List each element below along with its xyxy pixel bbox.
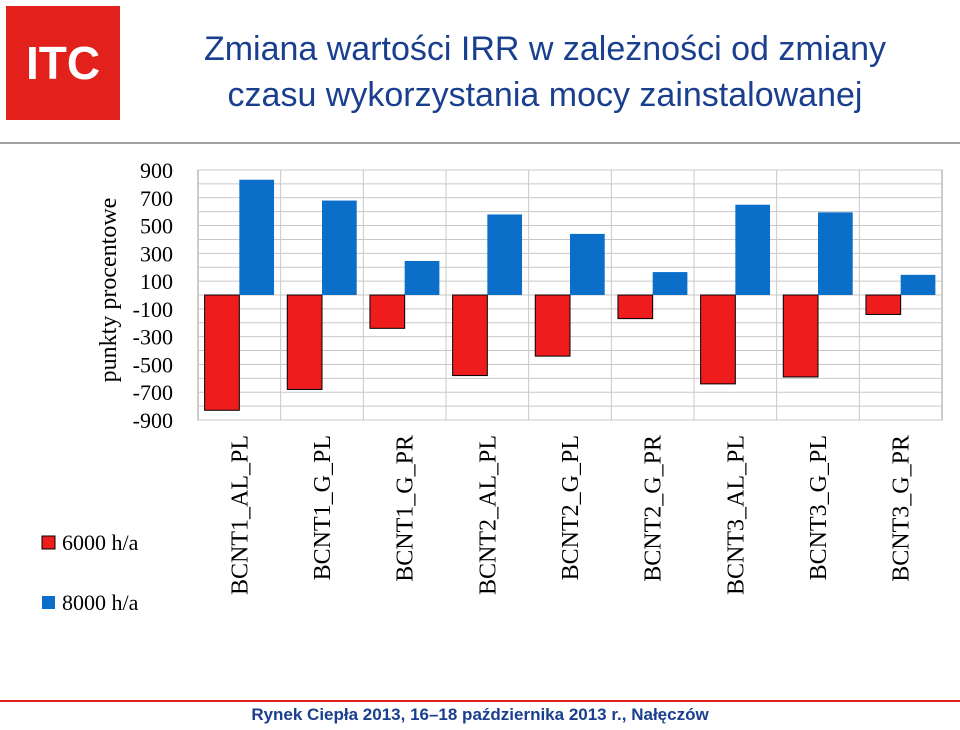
y-tick-label: 500 <box>140 214 173 239</box>
y-tick-label: 700 <box>140 186 173 211</box>
bar-series1 <box>369 294 406 329</box>
bar-series2 <box>570 233 605 295</box>
legend-swatch <box>41 535 56 550</box>
y-tick-label: 900 <box>140 158 173 183</box>
category-label: BCNT1_AL_PL <box>227 435 253 595</box>
y-tick-label: -700 <box>133 380 173 405</box>
legend-label: 6000 h/a <box>62 530 139 555</box>
legend-label: 8000 h/a <box>62 590 139 615</box>
y-tick-label: -100 <box>133 297 173 322</box>
category-label: BCNT3_G_PR <box>889 435 915 582</box>
y-tick-label: -300 <box>133 325 173 350</box>
header-divider <box>0 142 960 144</box>
category-label: BCNT1_G_PL <box>310 435 336 580</box>
category-label: BCNT2_AL_PL <box>475 435 501 595</box>
bar-series1 <box>286 294 323 390</box>
bar-series2 <box>652 272 688 295</box>
category-label: BCNT3_AL_PL <box>723 435 749 595</box>
y-axis-label: punkty procentowe <box>96 198 122 383</box>
itc-logo: ITC <box>6 6 120 120</box>
bar-series2 <box>404 260 440 295</box>
legend-swatch <box>42 596 55 609</box>
title-line-1: Zmiana wartości IRR w zależności od zmia… <box>203 30 887 68</box>
bar-series1 <box>452 294 488 377</box>
bar-series2 <box>239 179 275 295</box>
y-tick-label: -900 <box>133 408 173 433</box>
category-label: BCNT1_G_PR <box>393 435 419 582</box>
bar-series1 <box>700 294 736 385</box>
bar-series2 <box>735 204 771 295</box>
footer-divider <box>0 700 960 702</box>
category-label: BCNT2_G_PL <box>558 435 584 580</box>
page-title: Zmiana wartości IRR w zależności od zmia… <box>130 26 960 118</box>
bar-series1 <box>617 294 654 320</box>
y-tick-label: 300 <box>140 241 173 266</box>
bar-series1 <box>782 294 819 378</box>
bar-series2 <box>487 214 523 295</box>
category-label: BCNT3_G_PL <box>806 435 832 580</box>
y-tick-label: -500 <box>133 352 173 377</box>
bar-series1 <box>534 294 571 357</box>
bar-series2 <box>900 274 936 295</box>
title-line-2: czasu wykorzystania mocy zainstalowanej <box>227 76 863 114</box>
bar-series1 <box>865 294 902 315</box>
bar-series1 <box>204 294 240 411</box>
footer-text: Rynek Ciepła 2013, 16–18 października 20… <box>251 705 709 724</box>
category-label: BCNT2_G_PR <box>641 435 667 582</box>
bar-series2 <box>818 212 853 295</box>
bar-series2 <box>322 200 357 295</box>
y-tick-label: 100 <box>140 269 173 294</box>
